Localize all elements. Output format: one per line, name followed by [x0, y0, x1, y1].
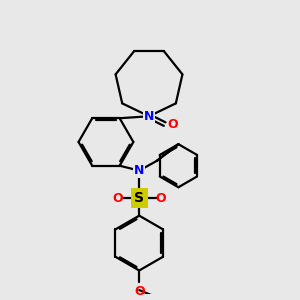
Text: O: O [112, 191, 123, 205]
Text: O: O [155, 191, 166, 205]
Text: S: S [134, 191, 144, 205]
Text: N: N [134, 164, 144, 177]
Text: O: O [168, 118, 178, 130]
Text: N: N [144, 110, 154, 123]
Text: O: O [134, 285, 145, 298]
